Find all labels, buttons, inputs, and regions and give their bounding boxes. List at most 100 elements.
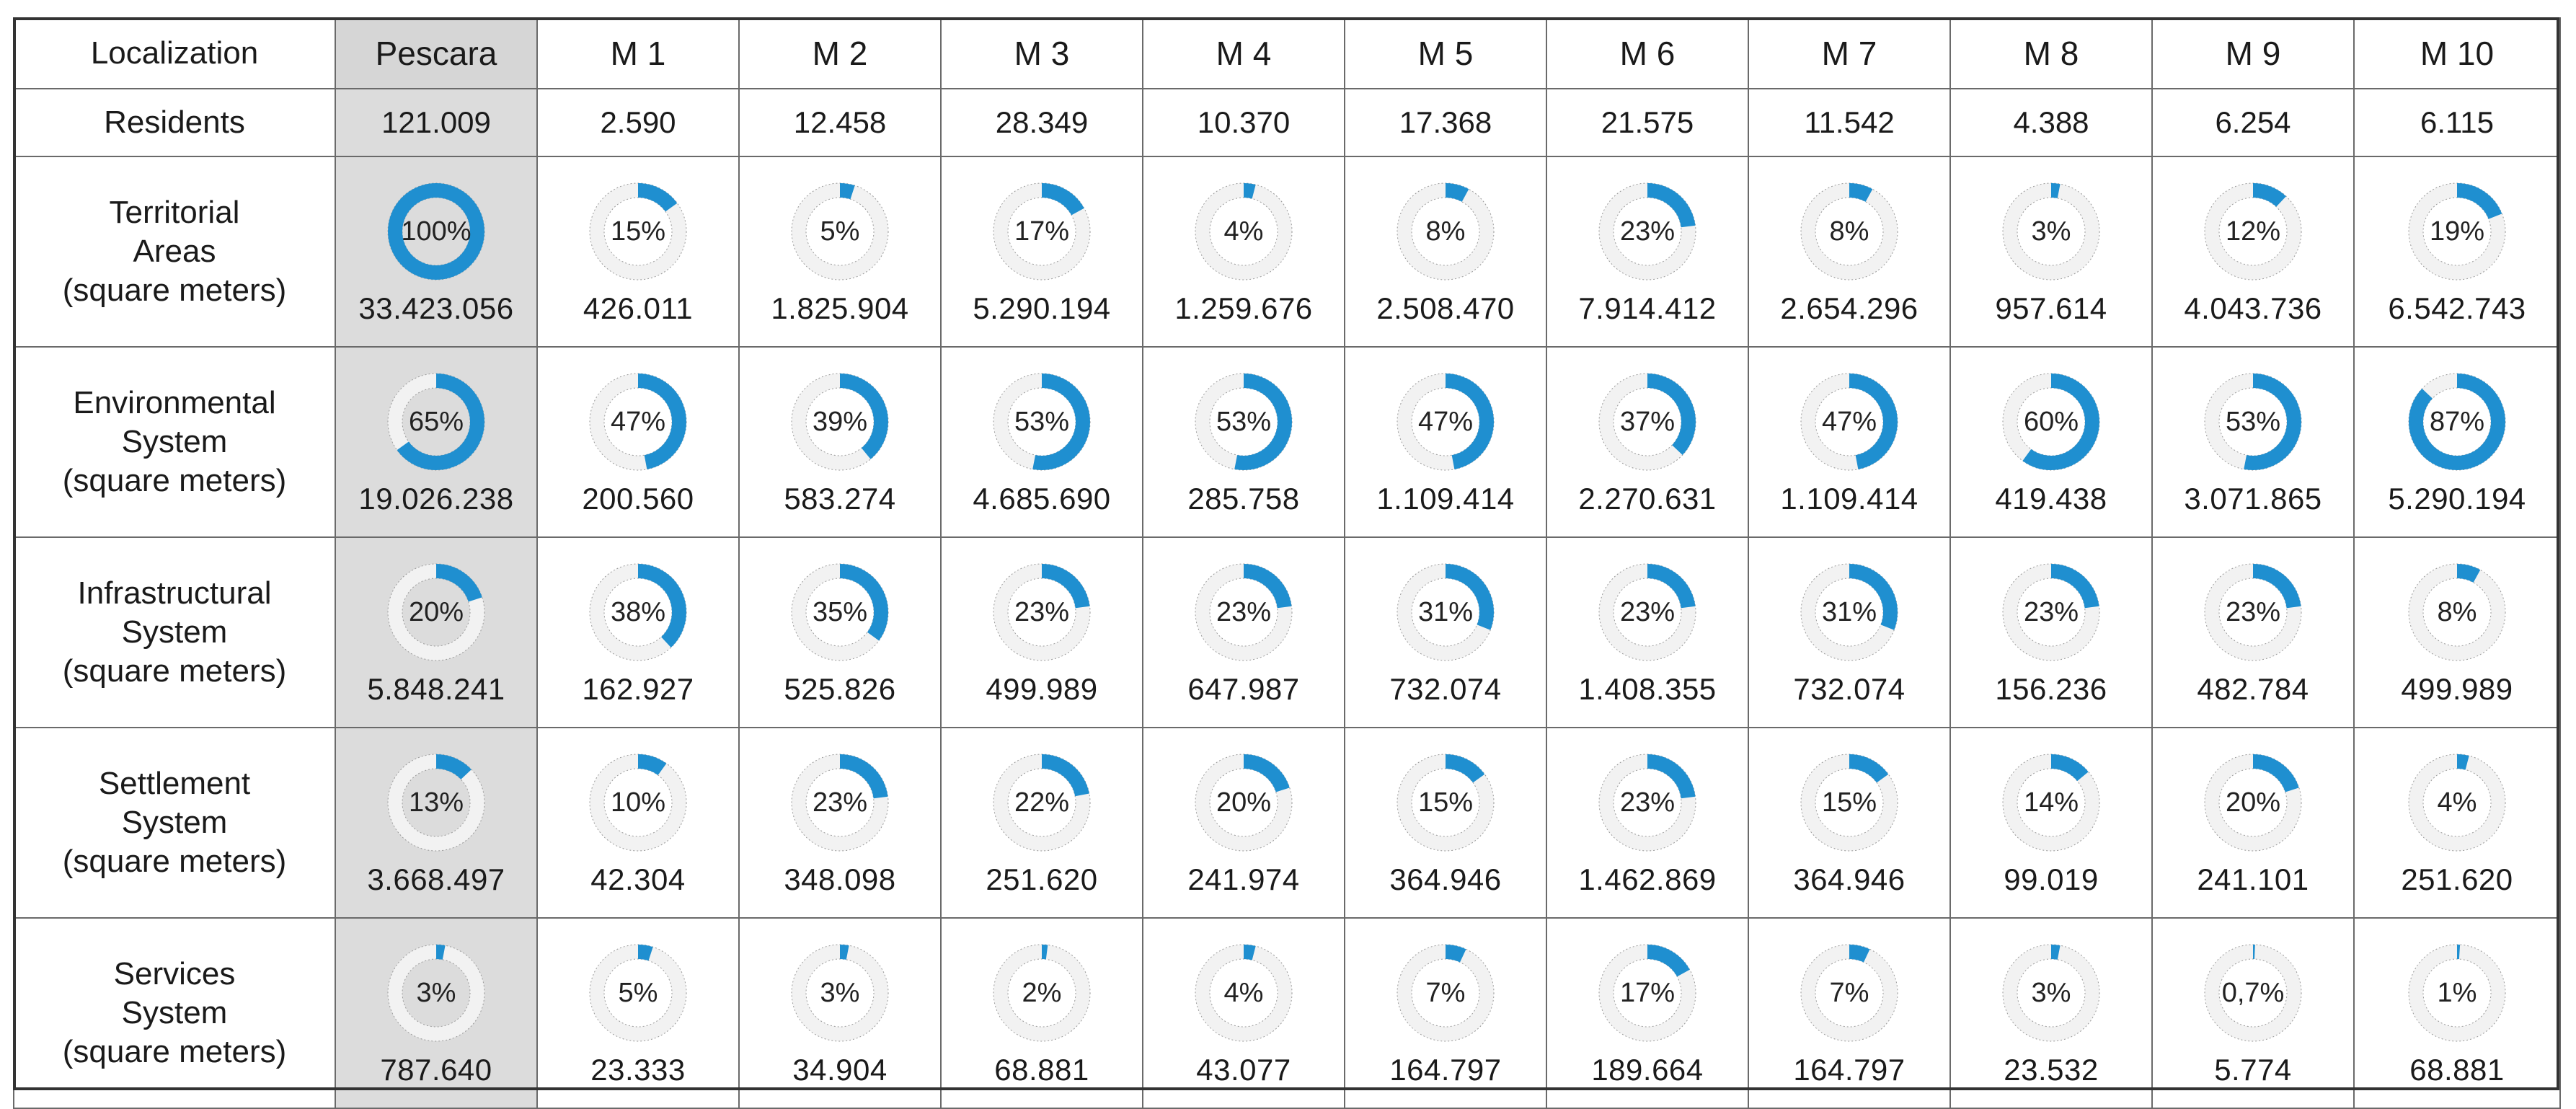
data-row: Territorial Areas (square meters) 100% 33.42… <box>13 156 2561 348</box>
donut-cell: 23% 156.236 <box>1949 536 2153 728</box>
residents-value: 2.590 <box>536 88 740 157</box>
donut-cell: 15% 364.946 <box>1344 727 1547 919</box>
donut-cell: 12% 4.043.736 <box>2151 156 2355 348</box>
absolute-value: 4.685.690 <box>973 482 1111 516</box>
donut-cell: 47% 1.109.414 <box>1344 346 1547 538</box>
absolute-value: 164.797 <box>1793 1053 1906 1087</box>
donut-chart: 39% <box>791 373 889 471</box>
absolute-value: 23.333 <box>590 1053 686 1087</box>
percent-label: 3% <box>2032 978 2071 1008</box>
donut-chart: 1% <box>2408 944 2506 1042</box>
donut-arc <box>2003 945 2099 1041</box>
percent-label: 37% <box>1620 407 1675 437</box>
percent-label: 22% <box>1014 787 1069 818</box>
row-label: Infrastructural System (square meters) <box>13 536 336 728</box>
donut-chart: 53% <box>2204 373 2302 471</box>
percent-label: 2% <box>1022 978 1062 1008</box>
percent-label: 23% <box>1620 597 1675 627</box>
donut-cell: 23% 482.784 <box>2151 536 2355 728</box>
donut-cell: 22% 251.620 <box>940 727 1143 919</box>
donut-arc <box>590 945 686 1041</box>
percent-label: 1% <box>2438 978 2477 1008</box>
row-label: Settlement System (square meters) <box>13 727 336 919</box>
donut-cell: 23% 1.462.869 <box>1546 727 1749 919</box>
absolute-value: 499.989 <box>2401 672 2513 706</box>
donut-cell: 15% 426.011 <box>536 156 740 348</box>
percent-label: 8% <box>1830 216 1869 247</box>
percent-label: 5% <box>820 216 860 247</box>
row-label-line: System <box>121 805 228 840</box>
absolute-value: 957.614 <box>1995 291 2107 325</box>
donut-arc <box>2409 374 2505 470</box>
percent-label: 4% <box>1224 216 1264 247</box>
donut-cell: 15% 364.946 <box>1748 727 1951 919</box>
column-header: M 6 <box>1546 17 1749 89</box>
percent-label: 87% <box>2430 407 2484 437</box>
column-header: M 9 <box>2151 17 2355 89</box>
absolute-value: 364.946 <box>1793 862 1906 896</box>
percent-label: 7% <box>1830 978 1869 1008</box>
percent-label: 14% <box>2024 787 2079 818</box>
donut-chart: 14% <box>2002 754 2100 852</box>
donut-cell: 4% 43.077 <box>1142 917 1345 1109</box>
absolute-value: 525.826 <box>784 672 896 706</box>
absolute-value: 1.109.414 <box>1376 482 1515 516</box>
donut-chart: 4% <box>1195 182 1293 280</box>
column-header: Pescara <box>335 17 538 89</box>
absolute-value: 3.668.497 <box>367 862 505 896</box>
donut-arc <box>2205 754 2301 851</box>
donut-chart: 23% <box>1598 182 1696 280</box>
donut-chart: 19% <box>2408 182 2506 280</box>
donut-arc <box>1195 945 1292 1041</box>
donut-cell: 60% 419.438 <box>1949 346 2153 538</box>
donut-cell: 17% 5.290.194 <box>940 156 1143 348</box>
percent-label: 47% <box>1418 407 1473 437</box>
donut-chart: 15% <box>589 182 687 280</box>
percent-label: 12% <box>2226 216 2280 247</box>
donut-arc <box>1801 374 1898 470</box>
column-header: M 7 <box>1748 17 1951 89</box>
donut-arc <box>1195 183 1292 280</box>
donut-chart: 3% <box>2002 944 2100 1042</box>
percent-label: 0,7% <box>2222 978 2285 1008</box>
absolute-value: 156.236 <box>1995 672 2107 706</box>
donut-arc <box>590 374 686 470</box>
row-label-line: (square meters) <box>62 1034 287 1069</box>
donut-chart: 10% <box>589 754 687 852</box>
donut-arc <box>1599 183 1696 280</box>
donut-cell: 37% 2.270.631 <box>1546 346 1749 538</box>
row-label-line: System <box>121 995 228 1030</box>
absolute-value: 1.109.414 <box>1780 482 1918 516</box>
absolute-value: 348.098 <box>784 862 896 896</box>
percent-label: 7% <box>1426 978 1466 1008</box>
percent-label: 60% <box>2024 407 2079 437</box>
donut-chart: 23% <box>1598 563 1696 661</box>
absolute-value: 419.438 <box>1995 482 2107 516</box>
donut-arc <box>1195 564 1292 660</box>
row-label-line: (square meters) <box>62 653 287 689</box>
donut-chart: 17% <box>1598 944 1696 1042</box>
percent-label: 53% <box>1014 407 1069 437</box>
donut-arc <box>1397 374 1494 470</box>
percent-label: 3% <box>820 978 860 1008</box>
row-label-line: System <box>121 614 228 650</box>
donut-arc <box>2409 564 2505 660</box>
donut-arc <box>2409 945 2505 1041</box>
percent-label: 35% <box>813 597 867 627</box>
donut-arc <box>2205 564 2301 660</box>
absolute-value: 241.101 <box>2197 862 2309 896</box>
absolute-value: 482.784 <box>2197 672 2309 706</box>
percent-label: 31% <box>1822 597 1877 627</box>
donut-chart: 23% <box>1598 754 1696 852</box>
donut-cell: 7% 164.797 <box>1748 917 1951 1109</box>
donut-chart: 31% <box>1800 563 1898 661</box>
donut-chart: 31% <box>1397 563 1495 661</box>
percent-label: 5% <box>619 978 658 1008</box>
percent-label: 31% <box>1418 597 1473 627</box>
donut-cell: 39% 583.274 <box>738 346 942 538</box>
donut-cell: 1% 68.881 <box>2353 917 2561 1109</box>
donut-arc <box>2003 564 2099 660</box>
donut-chart: 23% <box>1195 563 1293 661</box>
row-label-line: (square meters) <box>62 273 287 308</box>
donut-arc <box>792 564 888 660</box>
